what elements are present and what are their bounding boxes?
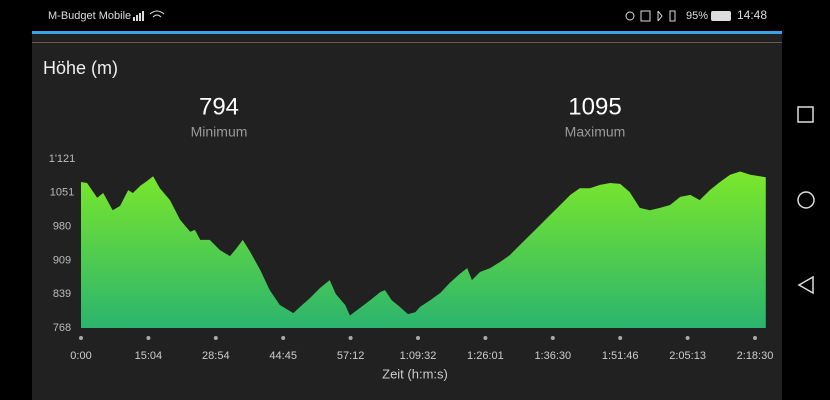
x-tick-dot [753, 336, 757, 340]
stat-label: Maximum [565, 124, 626, 140]
divider [32, 42, 782, 43]
x-tick-label: 1:51:46 [602, 350, 639, 362]
x-tick-label: 28:54 [202, 350, 230, 362]
x-tick-dot [146, 336, 151, 340]
clock: 14:48 [737, 8, 767, 22]
x-tick-dot [416, 336, 420, 340]
x-tick-label: 1:09:32 [400, 350, 437, 362]
wifi-icon [149, 10, 165, 18]
x-tick-dot [281, 336, 286, 340]
x-axis-label: Zeit (h:m:s) [382, 366, 448, 381]
x-tick-label: 57:12 [337, 350, 365, 362]
battery-level: 95% [686, 10, 708, 22]
status-icons [625, 10, 676, 22]
x-tick-dot [550, 336, 555, 340]
y-tick-label: 839 [53, 288, 71, 300]
battery-icon [711, 11, 731, 21]
y-tick-label: 768 [53, 322, 71, 334]
signal-icon [133, 11, 144, 21]
elevation-area [81, 171, 766, 328]
y-tick-label: 909 [53, 254, 71, 266]
y-tick-label: 1'121 [49, 153, 76, 165]
x-tick-dot [483, 336, 488, 340]
chart-title: Höhe (m) [43, 58, 118, 78]
x-tick-label: 2:05:13 [669, 350, 706, 362]
x-tick-label: 0:00 [70, 350, 91, 362]
y-tick-label: 1051 [50, 186, 74, 198]
x-tick-dot [79, 336, 83, 340]
back-button[interactable] [797, 275, 814, 295]
stat-value: 1095 [568, 93, 621, 120]
x-tick-label: 15:04 [135, 350, 163, 362]
home-button[interactable] [797, 191, 815, 209]
x-tick-dot [348, 336, 353, 340]
x-tick-label: 2:18:30 [737, 350, 774, 362]
carrier: M-Budget Mobile [48, 10, 131, 22]
accent-line [32, 31, 782, 34]
recent-apps-button[interactable] [797, 106, 814, 123]
x-tick-label: 44:45 [269, 350, 297, 362]
x-tick-dot [213, 336, 218, 340]
x-tick-label: 1:26:01 [467, 350, 504, 362]
stat-value: 794 [199, 93, 239, 120]
x-tick-dot [685, 336, 690, 340]
x-tick-dot [618, 336, 623, 340]
stat-label: Minimum [191, 124, 248, 140]
x-tick-label: 1:36:30 [534, 350, 571, 362]
y-tick-label: 980 [53, 220, 71, 232]
